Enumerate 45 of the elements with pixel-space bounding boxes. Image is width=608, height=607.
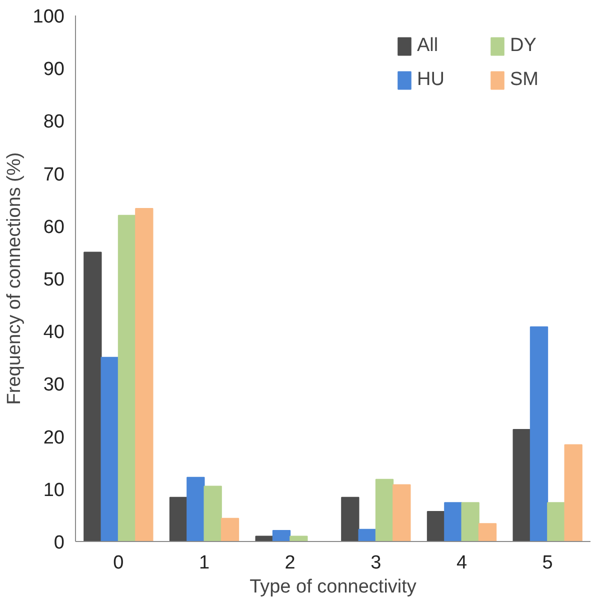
bar [512, 428, 531, 542]
bar [444, 502, 462, 542]
bar [392, 484, 411, 542]
y-tick-label: 100 [32, 6, 64, 28]
bar [564, 444, 582, 542]
y-tick-label: 40 [43, 322, 65, 344]
bar [341, 496, 360, 542]
bar [84, 252, 102, 542]
x-tick-label: 1 [198, 552, 210, 574]
y-tick-label: 0 [54, 532, 65, 554]
y-axis-title: Frequency of connections (%) [4, 152, 25, 405]
bar [478, 523, 497, 542]
y-tick-label: 50 [43, 270, 65, 290]
bar [220, 518, 240, 542]
bar [100, 356, 119, 542]
legend-label: All [417, 35, 440, 57]
bar [426, 511, 446, 542]
bar [118, 214, 136, 542]
bar [461, 502, 480, 542]
x-tick-label: 4 [456, 552, 468, 574]
y-tick-label: 30 [43, 374, 65, 396]
bar [135, 208, 154, 542]
x-tick-label: 3 [370, 552, 382, 574]
y-tick-label: 20 [43, 427, 65, 448]
bar [169, 496, 188, 542]
legend-label: HU [417, 69, 446, 91]
x-tick-label: 0 [113, 552, 124, 574]
bar [204, 486, 222, 542]
x-axis-title: Type of connectivity [250, 576, 417, 598]
y-tick-label: 80 [43, 112, 65, 133]
y-tick-label: 70 [43, 164, 65, 186]
legend-label: DY [510, 35, 538, 57]
bar [547, 502, 566, 542]
bar [186, 476, 205, 542]
y-tick-label: 90 [43, 59, 65, 80]
x-tick-label: 5 [542, 552, 553, 574]
bar [272, 530, 291, 542]
y-tick-label: 60 [43, 216, 65, 238]
bar [375, 478, 394, 542]
bar [290, 536, 308, 542]
x-tick-label: 2 [284, 552, 296, 574]
bar [530, 326, 548, 542]
bar [255, 536, 274, 542]
y-tick-label: 10 [43, 480, 65, 501]
legend-label: SM [510, 69, 540, 91]
